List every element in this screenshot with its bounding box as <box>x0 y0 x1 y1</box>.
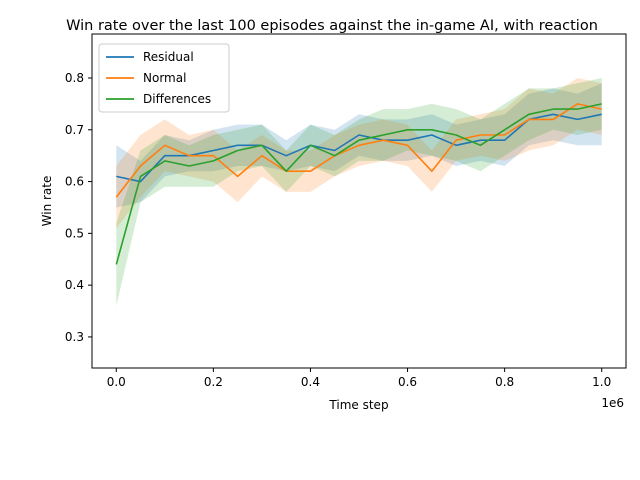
legend-box <box>98 43 230 113</box>
y-tick-label: 0.6 <box>65 175 84 189</box>
x-tick-label: 0.8 <box>495 375 514 389</box>
band-series-1 <box>116 78 602 229</box>
line-series-1 <box>115 103 602 198</box>
y-axis-label: Win rate <box>40 176 54 227</box>
x-axis-offset-label: 1e6 <box>601 396 624 410</box>
x-axis: 0.0 0.2 0.4 0.6 0.8 1.0 <box>107 368 611 389</box>
x-tick-label: 0.0 <box>107 375 126 389</box>
x-axis-label: Time step <box>328 398 388 412</box>
series-lines <box>115 103 602 265</box>
chart-title: Win rate over the last 100 episodes agai… <box>66 18 598 34</box>
x-tick-label: 0.6 <box>398 375 417 389</box>
x-tick-label: 0.2 <box>204 375 223 389</box>
legend: Residual Normal Differences <box>98 43 230 113</box>
line-series-0 <box>116 113 602 183</box>
legend-label-0: Residual <box>143 50 194 64</box>
x-tick-label: 1.0 <box>592 375 611 389</box>
x-tick-label: 0.4 <box>301 375 320 389</box>
legend-label-2: Differences <box>143 92 211 106</box>
y-tick-label: 0.7 <box>65 123 84 137</box>
y-tick-label: 0.3 <box>65 330 84 344</box>
y-axis: 0.3 0.4 0.5 0.6 0.7 0.8 <box>65 71 92 344</box>
line-series-2 <box>115 103 602 265</box>
plot-frame <box>91 33 627 369</box>
y-tick-label: 0.4 <box>65 278 84 292</box>
y-tick-label: 0.8 <box>65 71 84 85</box>
legend-label-1: Normal <box>143 71 186 85</box>
y-tick-label: 0.5 <box>65 226 84 240</box>
